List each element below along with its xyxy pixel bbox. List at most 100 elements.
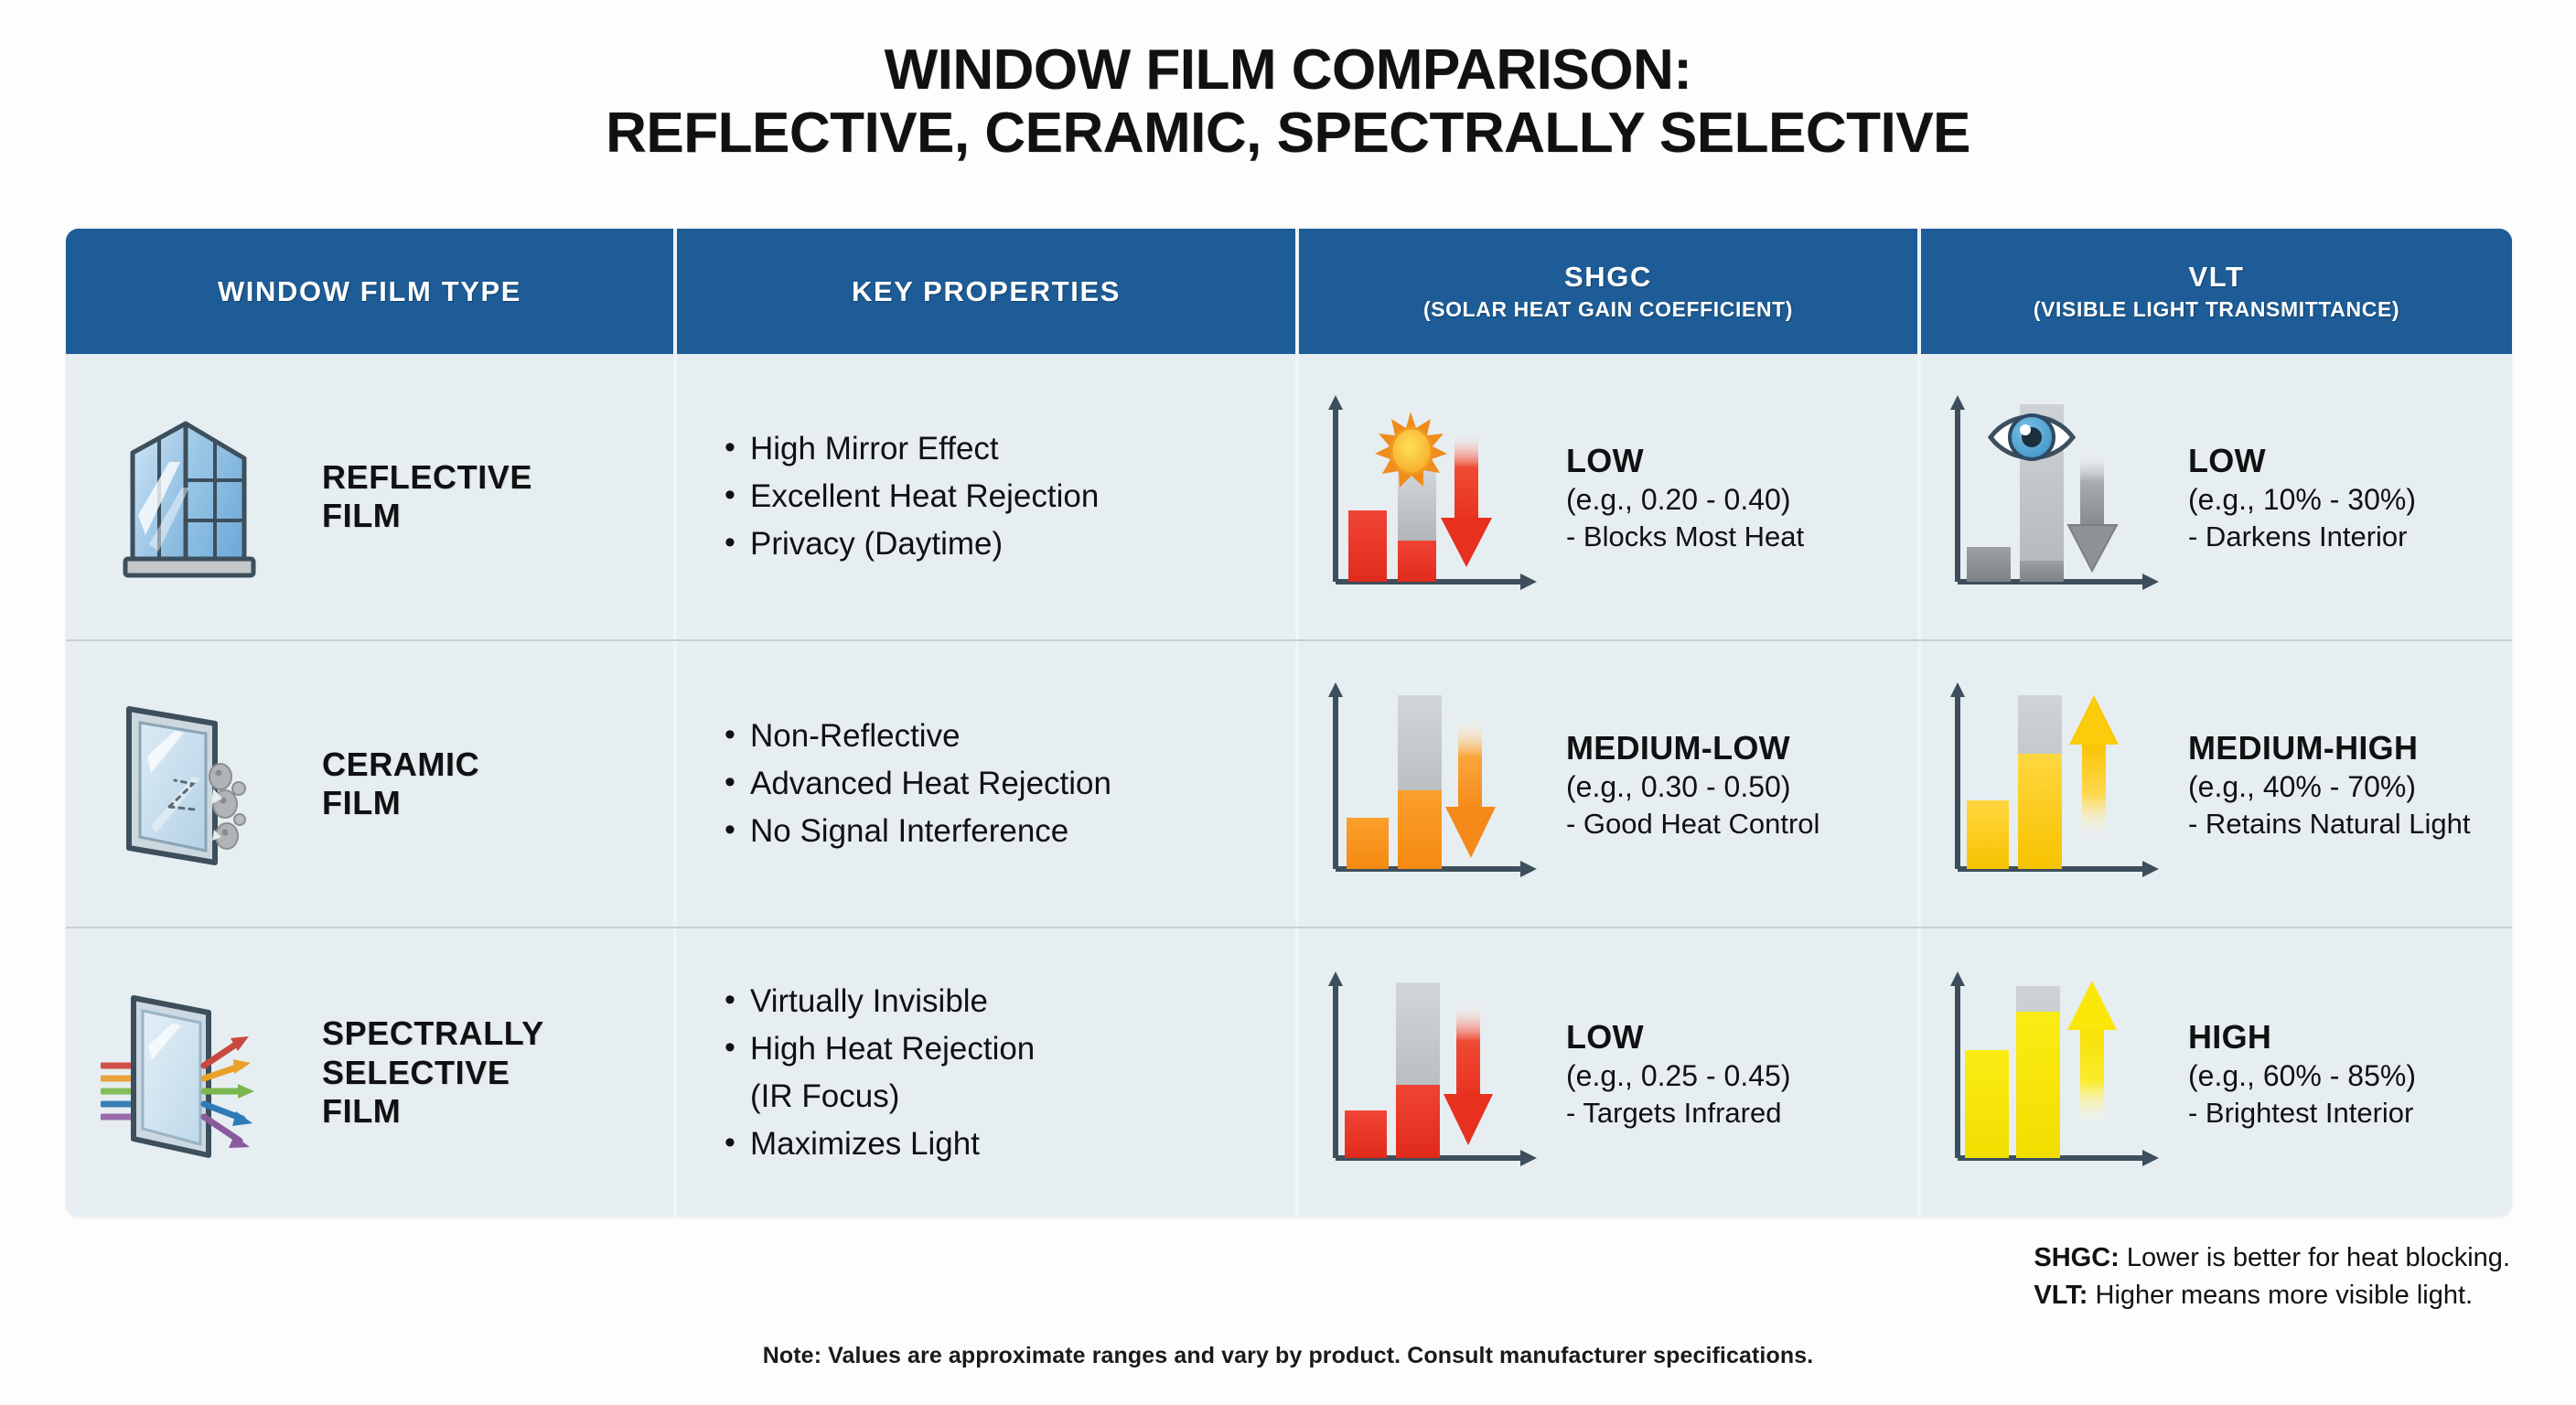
column-header-key-properties: KEY PROPERTIES: [677, 229, 1299, 354]
list-item: Privacy (Daytime): [723, 520, 1099, 568]
column-header-label: SHGC: [1564, 261, 1652, 293]
vlt-level: HIGH: [2188, 1017, 2272, 1056]
vlt-legend-note: VLT: Higher means more visible light.: [2034, 1277, 2510, 1314]
arrow-down-orange-icon: [1445, 717, 1496, 858]
column-header-shgc: SHGC (SOLAR HEAT GAIN COEFFICIENT): [1299, 229, 1921, 354]
list-item: Maximizes Light: [723, 1120, 1035, 1168]
film-type-label: CERAMIC FILM: [322, 745, 479, 823]
vlt-range: (e.g., 60% - 85%): [2188, 1058, 2416, 1092]
film-type-line: REFLECTIVE: [322, 457, 533, 496]
table-row: CERAMIC FILM Non-Reflective Advanced Hea…: [66, 641, 2512, 928]
shgc-cell: MEDIUM-LOW (e.g., 0.30 - 0.50) - Good He…: [1299, 641, 1921, 927]
vlt-range: (e.g., 40% - 70%): [2188, 769, 2416, 803]
title-line-1: WINDOW FILM COMPARISON:: [884, 38, 1692, 102]
vlt-cell: MEDIUM-HIGH (e.g., 40% - 70%) - Retains …: [1921, 641, 2512, 927]
vlt-bar-chart: [1941, 679, 2179, 889]
vlt-bar-chart: [1941, 968, 2179, 1178]
vlt-note: - Retains Natural Light: [2188, 808, 2471, 841]
table-row: SPECTRALLY SELECTIVE FILM Virtually Invi…: [66, 928, 2512, 1217]
shgc-note: - Targets Infrared: [1566, 1097, 1782, 1130]
vlt-cell: HIGH (e.g., 60% - 85%) - Brightest Inter…: [1921, 928, 2512, 1217]
arrow-down-gray-icon: [2066, 448, 2119, 574]
column-header-label: VLT: [2188, 261, 2245, 293]
shgc-cell: LOW (e.g., 0.25 - 0.45) - Targets Infrar…: [1299, 928, 1921, 1217]
film-type-line: FILM: [322, 1092, 402, 1131]
vlt-level: MEDIUM-HIGH: [2188, 728, 2419, 767]
film-type-line: SPECTRALLY: [322, 1014, 544, 1053]
disclaimer-note: Note: Values are approximate ranges and …: [762, 1343, 1814, 1368]
list-item: High Heat Rejection: [723, 1024, 1035, 1073]
shgc-level: MEDIUM-LOW: [1566, 728, 1790, 767]
vlt-note: - Brightest Interior: [2188, 1097, 2414, 1130]
list-item: Excellent Heat Rejection: [723, 472, 1099, 520]
shgc-bar-chart: [1319, 391, 1557, 602]
vlt-legend-label: VLT:: [2034, 1281, 2088, 1311]
column-header-vlt: VLT (VISIBLE LIGHT TRANSMITTANCE): [1921, 229, 2512, 354]
film-type-cell: CERAMIC FILM: [66, 641, 677, 927]
ceramic-pane-icon: [91, 679, 302, 889]
sun-icon: [1375, 412, 1447, 488]
shgc-range: (e.g., 0.20 - 0.40): [1566, 482, 1791, 516]
list-item: High Mirror Effect: [723, 424, 1099, 473]
shgc-note: - Good Heat Control: [1566, 808, 1820, 841]
shgc-range: (e.g., 0.30 - 0.50): [1566, 769, 1791, 803]
ray-arrowheads: [229, 1036, 254, 1148]
properties-list: High Mirror Effect Excellent Heat Reject…: [723, 424, 1099, 568]
column-header-window-film-type: WINDOW FILM TYPE: [66, 229, 677, 354]
arrow-up-yellow-icon: [2067, 981, 2117, 1127]
vlt-cell: LOW (e.g., 10% - 30%) - Darkens Interior: [1921, 354, 2512, 639]
shgc-legend-text: Lower is better for heat blocking.: [2119, 1243, 2510, 1272]
list-item: Advanced Heat Rejection: [723, 759, 1111, 808]
vlt-text: MEDIUM-HIGH (e.g., 40% - 70%) - Retains …: [2188, 726, 2470, 842]
film-type-line: FILM: [322, 784, 402, 821]
film-type-cell: REFLECTIVE FILM: [66, 354, 677, 639]
shgc-text: MEDIUM-LOW (e.g., 0.30 - 0.50) - Good He…: [1566, 726, 1819, 842]
list-item-continuation: (IR Focus): [750, 1078, 900, 1114]
reflective-building-icon: [91, 391, 302, 602]
film-type-label: SPECTRALLY SELECTIVE FILM: [322, 1014, 544, 1131]
list-item: Virtually Invisible: [723, 977, 1035, 1025]
shgc-bar-chart: [1319, 968, 1557, 1178]
arrow-down-red-icon: [1444, 1003, 1493, 1145]
vlt-text: LOW (e.g., 10% - 30%) - Darkens Interior: [2188, 439, 2416, 555]
film-type-line: SELECTIVE: [322, 1053, 510, 1091]
shgc-text: LOW (e.g., 0.25 - 0.45) - Targets Infrar…: [1566, 1015, 1790, 1132]
film-type-line: CERAMIC: [322, 745, 480, 783]
table-header-row: WINDOW FILM TYPE KEY PROPERTIES SHGC (SO…: [66, 229, 2512, 354]
particles: [209, 763, 246, 850]
shgc-range: (e.g., 0.25 - 0.45): [1566, 1058, 1791, 1092]
properties-list: Non-Reflective Advanced Heat Rejection N…: [723, 712, 1111, 855]
vlt-legend-text: Higher means more visible light.: [2088, 1281, 2474, 1311]
shgc-legend-label: SHGC:: [2034, 1243, 2120, 1272]
shgc-text: LOW (e.g., 0.20 - 0.40) - Blocks Most He…: [1566, 439, 1804, 555]
comparison-table: WINDOW FILM TYPE KEY PROPERTIES SHGC (SO…: [66, 229, 2512, 1217]
eye-icon: [1987, 413, 2077, 461]
shgc-note: - Blocks Most Heat: [1566, 520, 1805, 553]
column-header-label: WINDOW FILM TYPE: [217, 274, 522, 307]
shgc-level: LOW: [1566, 1017, 1644, 1056]
page-title: WINDOW FILM COMPARISON: REFLECTIVE, CERA…: [0, 0, 2576, 166]
column-header-sublabel: (VISIBLE LIGHT TRANSMITTANCE): [2033, 297, 2400, 321]
key-properties-cell: Virtually Invisible High Heat Rejection …: [677, 928, 1299, 1217]
shgc-bar-chart: [1319, 679, 1557, 889]
vlt-note: - Darkens Interior: [2188, 520, 2408, 553]
spectrally-selective-pane-icon: [91, 968, 302, 1178]
legend-notes: SHGC: Lower is better for heat blocking.…: [2034, 1239, 2510, 1314]
film-type-label: REFLECTIVE FILM: [322, 458, 532, 536]
shgc-cell: LOW (e.g., 0.20 - 0.40) - Blocks Most He…: [1299, 354, 1921, 639]
key-properties-cell: High Mirror Effect Excellent Heat Reject…: [677, 354, 1299, 639]
vlt-bar-chart: [1941, 391, 2179, 602]
title-line-2: REFLECTIVE, CERAMIC, SPECTRALLY SELECTIV…: [606, 102, 1970, 166]
vlt-text: HIGH (e.g., 60% - 85%) - Brightest Inter…: [2188, 1015, 2416, 1132]
shgc-legend-note: SHGC: Lower is better for heat blocking.: [2034, 1239, 2510, 1277]
vlt-level: LOW: [2188, 441, 2266, 479]
vlt-range: (e.g., 10% - 30%): [2188, 482, 2416, 516]
list-item: Non-Reflective: [723, 712, 1111, 760]
arrow-down-red-icon: [1441, 432, 1492, 567]
table-row: REFLECTIVE FILM High Mirror Effect Excel…: [66, 354, 2512, 641]
key-properties-cell: Non-Reflective Advanced Heat Rejection N…: [677, 641, 1299, 927]
list-item: No Signal Interference: [723, 807, 1111, 855]
film-type-line: FILM: [322, 497, 402, 534]
properties-list: Virtually Invisible High Heat Rejection …: [723, 977, 1035, 1168]
arrow-up-yellow-icon: [2069, 695, 2119, 840]
